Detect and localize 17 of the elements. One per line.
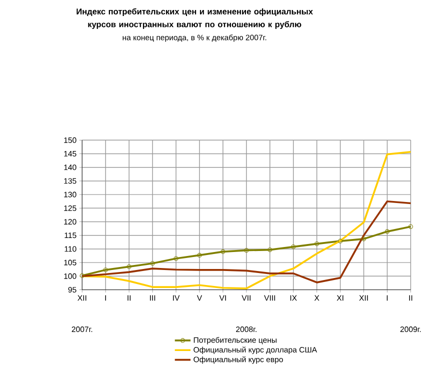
- point: [268, 247, 272, 252]
- point: [361, 236, 366, 242]
- point: [314, 242, 320, 246]
- line-series: [81, 200, 412, 284]
- chart-title: Индекс потребительских цен и изменение официальных курсов иностранных валют по отношению к рублю: [76, 8, 313, 29]
- point: [384, 229, 390, 234]
- point: [80, 273, 84, 278]
- point: [338, 238, 343, 244]
- point: [126, 264, 132, 269]
- point: [150, 261, 155, 266]
- point: [220, 249, 226, 254]
- point: [197, 252, 202, 258]
- point: [103, 268, 108, 272]
- point: [174, 256, 178, 261]
- point: [291, 244, 296, 250]
- point: [408, 224, 413, 229]
- point: [244, 248, 249, 253]
